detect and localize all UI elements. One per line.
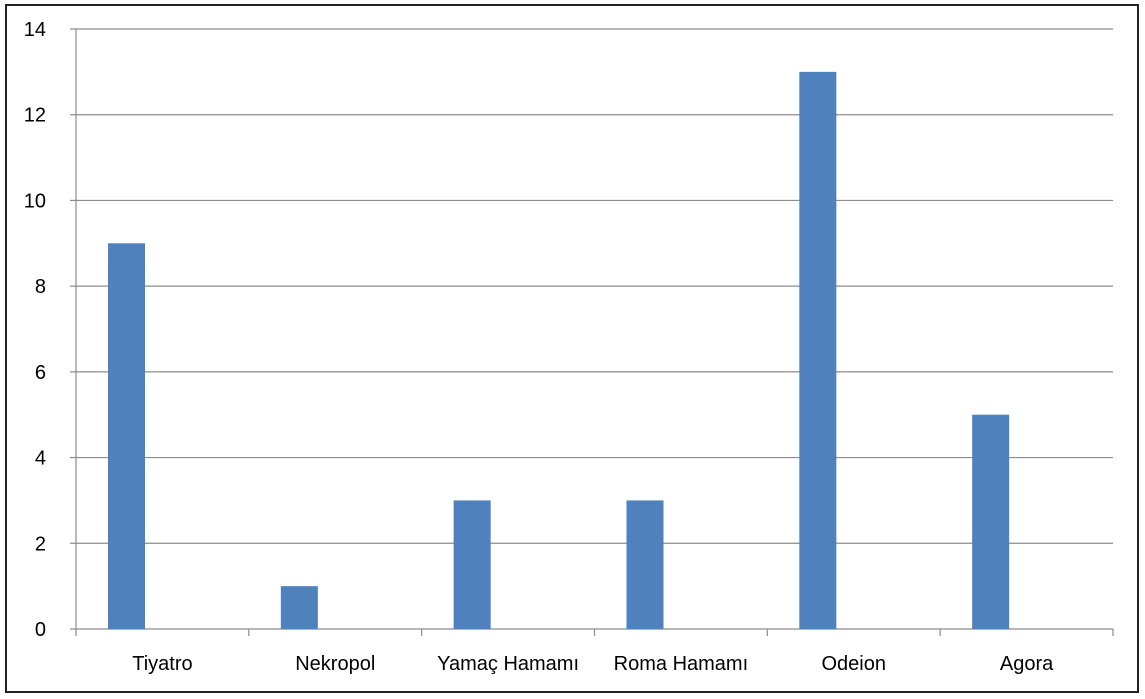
- chart-frame: [5, 4, 1139, 693]
- x-tick-label-2: Yamaç Hamamı: [437, 653, 579, 675]
- y-tick-label-14: 14: [24, 19, 46, 41]
- bar-roma-hamamı: [626, 500, 664, 629]
- y-tick-label-6: 6: [35, 362, 46, 384]
- y-tick-label-4: 4: [35, 448, 46, 470]
- x-tick-label-3: Roma Hamamı: [614, 653, 748, 675]
- bars: [108, 71, 1010, 630]
- bar-yamaç-hamamı: [453, 500, 491, 629]
- x-tick-label-5: Agora: [1000, 653, 1054, 675]
- x-tick-label-4: Odeion: [822, 653, 887, 675]
- y-tick-label-0: 0: [35, 619, 46, 641]
- bar-agora: [972, 414, 1010, 629]
- y-tick-label-2: 2: [35, 533, 46, 555]
- y-tick-label-10: 10: [24, 190, 46, 212]
- y-tick-labels: 0 2 4 6 8 10 12 14: [24, 19, 46, 641]
- x-tick-label-1: Nekropol: [295, 653, 375, 675]
- bar-nekropol: [280, 586, 318, 629]
- bar-odeion: [799, 71, 837, 630]
- y-tick-label-12: 12: [24, 105, 46, 127]
- y-tick-label-8: 8: [35, 276, 46, 298]
- gridlines: [76, 28, 1113, 544]
- x-tick-label-0: Tiyatro: [132, 653, 192, 675]
- x-tick-labels: Tiyatro Nekropol Yamaç Hamamı Roma Hamamı Od…: [132, 653, 1054, 675]
- axes: [70, 28, 1114, 636]
- bar-tiyatro: [108, 243, 145, 630]
